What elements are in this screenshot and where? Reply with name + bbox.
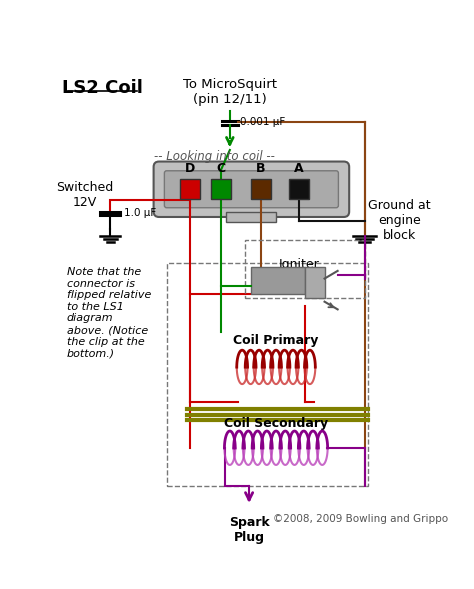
Text: C: C: [216, 161, 225, 174]
Text: 1.0 μF: 1.0 μF: [124, 208, 156, 218]
Text: LS2 Coil: LS2 Coil: [63, 78, 143, 97]
Text: -- Looking into coil --: -- Looking into coil --: [154, 150, 275, 163]
Text: A: A: [294, 161, 304, 174]
Text: Spark
Plug: Spark Plug: [229, 516, 269, 544]
Text: Igniter: Igniter: [279, 258, 319, 271]
Bar: [305, 267, 325, 298]
Text: D: D: [185, 161, 195, 174]
Text: Note that the
connector is
flipped relative
to the LS1
diagram
above. (Notice
th: Note that the connector is flipped relat…: [66, 267, 151, 358]
Bar: [226, 211, 276, 221]
Text: To MicroSquirt
(pin 12/11): To MicroSquirt (pin 12/11): [183, 78, 277, 106]
FancyBboxPatch shape: [154, 161, 349, 217]
Bar: [167, 263, 368, 487]
Text: Ground at
engine
block: Ground at engine block: [368, 199, 430, 242]
Text: Switched
12V: Switched 12V: [56, 181, 114, 210]
Text: ©2008, 2009 Bowling and Grippo: ©2008, 2009 Bowling and Grippo: [273, 514, 448, 524]
FancyBboxPatch shape: [164, 171, 338, 208]
Bar: [289, 179, 309, 199]
Bar: [251, 179, 271, 199]
Bar: [180, 179, 200, 199]
Text: B: B: [256, 161, 265, 174]
Text: Coil Secondary: Coil Secondary: [224, 417, 328, 430]
Bar: [245, 240, 365, 298]
Text: 0.001 μF: 0.001 μF: [240, 117, 285, 127]
Text: Coil Primary: Coil Primary: [233, 334, 319, 347]
Bar: [210, 179, 231, 199]
Bar: [251, 267, 305, 294]
